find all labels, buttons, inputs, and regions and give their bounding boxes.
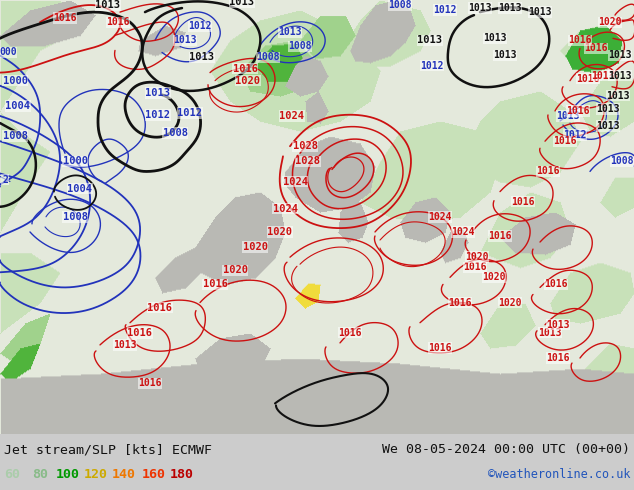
Text: 1013: 1013 (608, 71, 631, 81)
Text: 1028: 1028 (292, 141, 318, 151)
Text: 100: 100 (56, 468, 80, 481)
Text: 80: 80 (32, 468, 48, 481)
Text: 1013: 1013 (278, 27, 302, 37)
Text: Jet stream/SLP [kts] ECMWF: Jet stream/SLP [kts] ECMWF (4, 443, 212, 456)
Text: 1013: 1013 (190, 52, 214, 63)
Text: 1000: 1000 (63, 156, 87, 167)
Text: 1016: 1016 (511, 196, 534, 207)
Text: 1016: 1016 (568, 35, 592, 46)
Text: 1013: 1013 (538, 328, 562, 338)
Text: 1012: 1012 (563, 130, 586, 140)
Text: 1013: 1013 (173, 35, 197, 46)
Text: 1004: 1004 (6, 101, 30, 111)
Text: 1016: 1016 (53, 13, 77, 23)
Text: 1016: 1016 (488, 231, 512, 241)
Text: 1024: 1024 (428, 212, 452, 222)
Text: 1024: 1024 (280, 111, 304, 121)
Text: 1020: 1020 (482, 272, 506, 282)
Text: ©weatheronline.co.uk: ©weatheronline.co.uk (488, 468, 630, 481)
Text: 1016: 1016 (148, 303, 172, 313)
Text: 1013: 1013 (113, 340, 137, 350)
Text: We 08-05-2024 00:00 UTC (00+00): We 08-05-2024 00:00 UTC (00+00) (382, 443, 630, 456)
Text: 1012: 1012 (188, 21, 212, 31)
Text: 1016: 1016 (463, 262, 487, 272)
Text: 2: 2 (2, 174, 8, 185)
Text: 140: 140 (112, 468, 136, 481)
Text: 1020: 1020 (235, 75, 261, 86)
Text: 120: 120 (84, 468, 108, 481)
Text: 1016: 1016 (127, 328, 153, 338)
Text: 1013: 1013 (469, 3, 492, 13)
Text: 1016: 1016 (576, 74, 600, 84)
Text: 1024: 1024 (283, 176, 307, 187)
Text: 1013: 1013 (556, 111, 579, 121)
Text: 1013: 1013 (596, 104, 620, 114)
Text: 1013: 1013 (418, 35, 443, 46)
Text: 1012: 1012 (420, 61, 444, 71)
Text: 000: 000 (0, 48, 17, 57)
Text: 1012: 1012 (433, 5, 456, 15)
Text: 1016: 1016 (428, 343, 452, 353)
Text: 1013: 1013 (547, 320, 570, 330)
Text: 1008: 1008 (388, 0, 411, 10)
Text: 1024: 1024 (451, 227, 475, 237)
Text: 1013: 1013 (498, 3, 522, 13)
Text: 1004: 1004 (67, 184, 93, 194)
Text: 1020: 1020 (268, 227, 292, 237)
Text: 1013: 1013 (96, 0, 120, 10)
Text: 1016: 1016 (536, 167, 560, 176)
Text: 1016: 1016 (585, 44, 608, 53)
Text: 1008: 1008 (3, 131, 27, 141)
Text: 1020: 1020 (223, 265, 247, 275)
Text: 1013: 1013 (596, 121, 620, 131)
Text: 1020: 1020 (498, 297, 522, 308)
Text: 1016: 1016 (553, 136, 577, 146)
Text: 1008: 1008 (63, 212, 87, 222)
Text: 1013: 1013 (528, 7, 552, 17)
Text: 1013: 1013 (592, 71, 615, 81)
Text: 1013: 1013 (606, 91, 630, 101)
Text: 1024: 1024 (273, 204, 297, 214)
Text: 160: 160 (142, 468, 166, 481)
Text: 1008: 1008 (256, 52, 280, 63)
Text: 180: 180 (170, 468, 194, 481)
Text: 1016: 1016 (544, 279, 568, 290)
Text: 1016: 1016 (138, 378, 162, 388)
Text: 1020: 1020 (598, 17, 622, 27)
Text: 60: 60 (4, 468, 20, 481)
Text: 1008: 1008 (162, 128, 188, 138)
Text: 1013: 1013 (483, 33, 507, 43)
Text: 1008: 1008 (288, 41, 312, 51)
Text: 1016: 1016 (547, 353, 570, 363)
Text: 1013: 1013 (493, 50, 517, 60)
Text: 1020: 1020 (465, 252, 489, 262)
Text: 1012: 1012 (178, 108, 202, 118)
Text: 1008: 1008 (611, 156, 634, 167)
Text: 1020: 1020 (242, 242, 268, 252)
Text: 1013: 1013 (608, 50, 631, 60)
Text: 1016: 1016 (107, 17, 130, 27)
Text: 1016: 1016 (566, 106, 590, 116)
Text: 1012: 1012 (145, 110, 171, 120)
Text: 1013: 1013 (145, 88, 171, 98)
Text: 1028: 1028 (295, 156, 321, 167)
Text: 1016: 1016 (233, 64, 257, 74)
Text: 1000: 1000 (3, 75, 27, 86)
Text: 1013: 1013 (230, 0, 254, 7)
Text: 1016: 1016 (202, 279, 228, 290)
Text: 1016: 1016 (339, 328, 362, 338)
Text: 1016: 1016 (448, 297, 472, 308)
